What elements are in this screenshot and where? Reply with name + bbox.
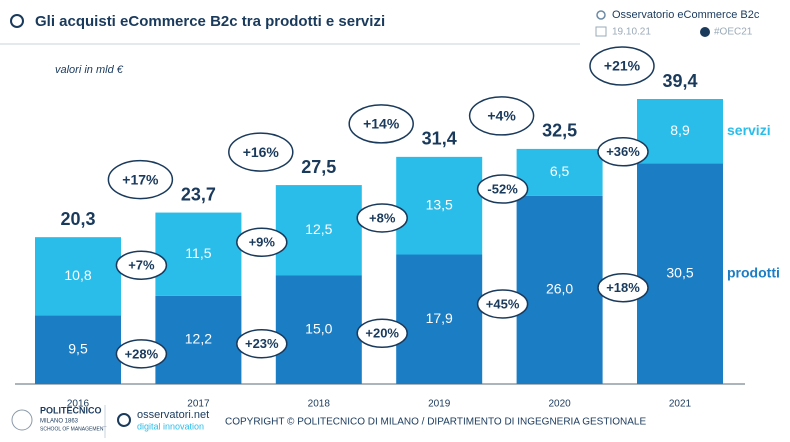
value-label: 11,5	[185, 245, 211, 261]
growth-label: +4%	[487, 108, 516, 124]
bar-segment	[637, 99, 723, 164]
bar-segment	[396, 156, 483, 255]
site-logo	[117, 413, 131, 427]
total-label: 32,5	[542, 121, 577, 141]
total-label: 20,3	[60, 209, 95, 229]
bar-segment	[396, 254, 483, 384]
growth-label: +8%	[369, 210, 396, 225]
value-label: 15,0	[305, 320, 332, 336]
value-label: 12,2	[185, 331, 212, 347]
growth-bubble	[115, 250, 168, 280]
growth-label: -52%	[487, 181, 518, 196]
value-label: 30,5	[666, 264, 693, 280]
growth-bubble	[476, 289, 529, 319]
growth-label: +28%	[125, 346, 159, 361]
value-label: 17,9	[426, 310, 453, 326]
site-sub: digital innovation	[137, 421, 204, 431]
growth-label: +9%	[249, 235, 276, 250]
bar-segment	[516, 195, 603, 384]
growth-label: +16%	[243, 144, 280, 160]
hashtag: #OEC21	[714, 27, 753, 38]
growth-label: +18%	[606, 280, 640, 295]
growth-label: +23%	[245, 336, 279, 351]
logo-icon	[10, 14, 24, 28]
subtitle: valori in mld €	[55, 64, 124, 76]
x-tick-label: 2019	[428, 399, 451, 410]
x-tick-label: 2016	[67, 399, 90, 410]
school: SCHOOL OF MANAGEMENT	[40, 426, 107, 432]
bar-segment	[35, 315, 121, 384]
copyright: COPYRIGHT © POLITECNICO DI MILANO / DIPA…	[225, 417, 646, 428]
date-icon	[595, 26, 607, 37]
growth-bubble	[236, 227, 288, 257]
value-label: 13,5	[426, 196, 453, 212]
growth-label: +21%	[604, 58, 641, 74]
growth-bubble	[228, 132, 294, 172]
university-logo	[11, 409, 33, 431]
x-tick-label: 2020	[548, 399, 571, 410]
bar-segment	[155, 212, 242, 296]
total-label: 31,4	[422, 129, 457, 149]
growth-bubble	[115, 339, 168, 369]
bar-segment	[275, 185, 362, 276]
date: 19.10.21	[612, 27, 651, 38]
growth-bubble	[107, 159, 174, 200]
chart-title: Gli acquisti eCommerce B2c tra prodotti …	[35, 13, 385, 30]
value-label: 6,5	[550, 163, 570, 179]
growth-bubble	[476, 174, 529, 204]
value-label: 26,0	[546, 281, 573, 297]
bar-segment	[155, 295, 242, 384]
value-label: 9,5	[68, 340, 88, 356]
bar-segment	[516, 148, 603, 196]
university: POLITECNICO	[40, 405, 102, 415]
total-label: 27,5	[301, 157, 336, 177]
twitter-icon	[700, 27, 710, 37]
growth-bubble	[468, 96, 535, 136]
x-tick-label: 2018	[308, 399, 331, 410]
growth-bubble	[589, 46, 655, 86]
growth-bubble	[597, 137, 649, 167]
site: osservatori.net	[137, 409, 209, 421]
growth-label: +45%	[486, 296, 520, 311]
growth-label: +17%	[122, 171, 159, 187]
x-tick-label: 2017	[187, 399, 210, 410]
total-label: 39,4	[662, 71, 697, 91]
growth-label: +14%	[363, 116, 400, 132]
source-icon	[596, 10, 606, 20]
bar-segment	[275, 275, 362, 384]
legend-label: servizi	[727, 122, 771, 138]
value-label: 8,9	[670, 122, 690, 138]
growth-bubble	[236, 328, 288, 359]
value-label: 10,8	[64, 267, 91, 283]
growth-bubble	[348, 104, 414, 144]
growth-label: +7%	[128, 258, 155, 273]
growth-label: +20%	[365, 326, 399, 341]
source: Osservatorio eCommerce B2c	[612, 9, 760, 21]
growth-bubble	[597, 272, 649, 303]
legend-label: prodotti	[727, 264, 780, 280]
growth-bubble	[356, 318, 408, 349]
bar-segment	[35, 237, 121, 316]
growth-label: +36%	[606, 144, 640, 159]
x-tick-label: 2021	[669, 399, 692, 410]
total-label: 23,7	[181, 184, 216, 204]
value-label: 12,5	[305, 221, 332, 237]
growth-bubble	[356, 203, 408, 233]
bar-segment	[637, 163, 723, 384]
city: MILANO 1863	[40, 419, 79, 425]
